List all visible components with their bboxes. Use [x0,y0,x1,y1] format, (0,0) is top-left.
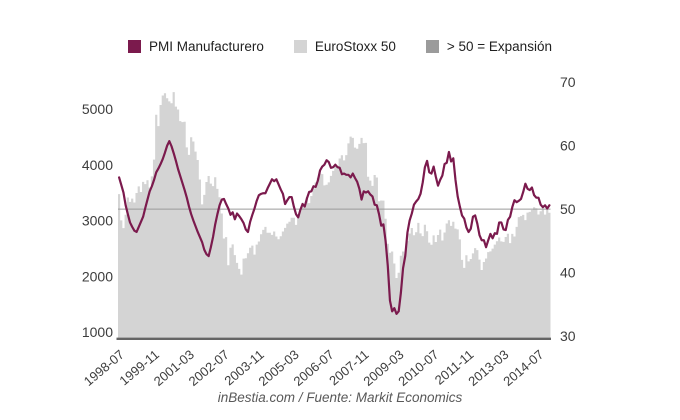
left-axis-tick-label: 5000 [82,101,113,117]
eurostoxx-area [118,92,551,338]
right-axis-tick-label: 40 [560,264,576,280]
credit-text: inBestia.com / Fuente: Markit Economics [217,390,463,405]
legend-item-eurostoxx: EuroStoxx 50 [293,39,396,54]
left-axis-tick-label: 1000 [82,324,113,340]
left-axis-tick-label: 3000 [82,213,113,229]
right-axis-tick-label: 30 [560,328,576,344]
legend: PMI Manufacturero EuroStoxx 50 > 50 = Ex… [0,39,680,54]
expansion-swatch-icon [425,40,439,53]
right-axis-tick-label: 50 [560,201,576,217]
x-axis-tick-label: 2014-07 [500,347,546,389]
pmi-swatch-icon [128,40,142,53]
eurostoxx-swatch-icon [293,40,307,53]
right-axis-tick-label: 70 [560,74,576,90]
left-axis-tick-label: 4000 [82,157,113,173]
legend-item-pmi: PMI Manufacturero [128,39,264,54]
legend-label-expansion: > 50 = Expansión [446,39,552,54]
legend-item-expansion: > 50 = Expansión [425,39,552,54]
legend-label-eurostoxx: EuroStoxx 50 [314,39,396,54]
right-axis-tick-label: 60 [560,137,576,153]
pmi-line [117,140,551,315]
left-axis-tick-label: 2000 [82,269,113,285]
legend-label-pmi: PMI Manufacturero [149,39,264,54]
